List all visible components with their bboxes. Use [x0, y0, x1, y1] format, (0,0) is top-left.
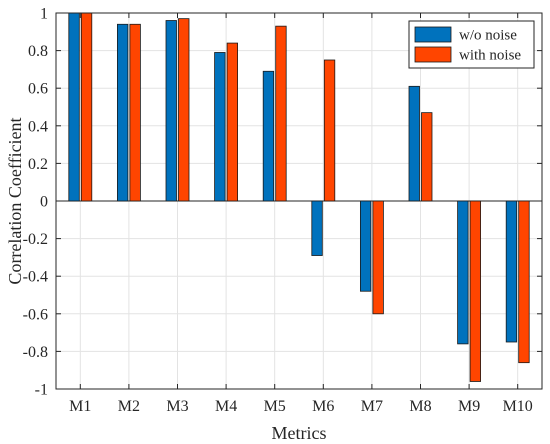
bar-without-noise-M1	[68, 12, 80, 202]
bar-without-noise-M6	[311, 200, 323, 256]
x-tick-label: M8	[409, 398, 431, 415]
bar-with-noise-M6	[323, 59, 336, 202]
legend: w/o noise with noise	[408, 20, 535, 69]
bar-with-noise-M1	[80, 12, 93, 202]
bar-with-noise-M4	[226, 42, 239, 202]
y-tick-label: 0.2	[28, 156, 48, 173]
bar-without-noise-M8	[408, 85, 420, 202]
y-tick-label: 0	[40, 194, 48, 211]
bar-with-noise-M3	[178, 18, 190, 202]
bar-without-noise-M10	[505, 200, 518, 343]
ticks	[56, 12, 542, 390]
x-tick-label: M3	[166, 398, 188, 415]
x-tick-label: M10	[503, 398, 533, 415]
y-tick-label: -1	[35, 382, 48, 399]
y-axis-label: Correlation Coefficient	[5, 117, 25, 284]
y-tick-label: 0.6	[28, 81, 48, 98]
y-tick-labels: -1 -0.8 -0.6 -0.4 -0.2 0 0.2 0.4 0.6 0.8 1	[23, 6, 48, 399]
bar-with-noise-M5	[275, 25, 287, 202]
x-tick-label: M1	[69, 398, 91, 415]
bar-without-noise-M7	[359, 200, 372, 292]
x-axis-label: Metrics	[272, 423, 327, 443]
bar-with-noise-M9	[469, 200, 482, 382]
x-tick-label: M6	[312, 398, 334, 415]
y-tick-label: -0.2	[23, 231, 48, 248]
x-tick-label: M7	[361, 398, 383, 415]
bar-with-noise-M7	[372, 200, 384, 315]
x-tick-label: M2	[118, 398, 140, 415]
x-tick-label: M5	[264, 398, 286, 415]
legend-swatch-with-noise	[414, 46, 452, 63]
y-tick-label: -0.6	[23, 306, 48, 323]
y-tick-label: -0.8	[23, 344, 48, 361]
bar-without-noise-M5	[262, 70, 275, 202]
legend-label-without-noise: w/o noise	[459, 28, 517, 44]
bars	[68, 12, 530, 382]
bar-without-noise-M9	[457, 200, 469, 345]
bar-with-noise-M10	[518, 200, 530, 364]
x-tick-label: M9	[458, 398, 480, 415]
x-tick-labels: M1 M2 M3 M4 M5 M6 M7 M8 M9 M10	[69, 398, 533, 415]
legend-swatch-without-noise	[414, 26, 452, 43]
y-tick-label: 0.8	[28, 43, 48, 60]
legend-label-with-noise: with noise	[459, 48, 521, 64]
y-tick-label: -0.4	[23, 269, 48, 286]
bar-with-noise-M2	[129, 23, 141, 202]
x-tick-label: M4	[215, 398, 237, 415]
bar-without-noise-M3	[165, 20, 177, 202]
y-tick-label: 0.4	[28, 118, 48, 135]
bar-with-noise-M8	[421, 112, 433, 202]
bar-without-noise-M4	[214, 52, 226, 202]
y-tick-label: 1	[40, 6, 48, 23]
bar-without-noise-M2	[117, 23, 129, 202]
